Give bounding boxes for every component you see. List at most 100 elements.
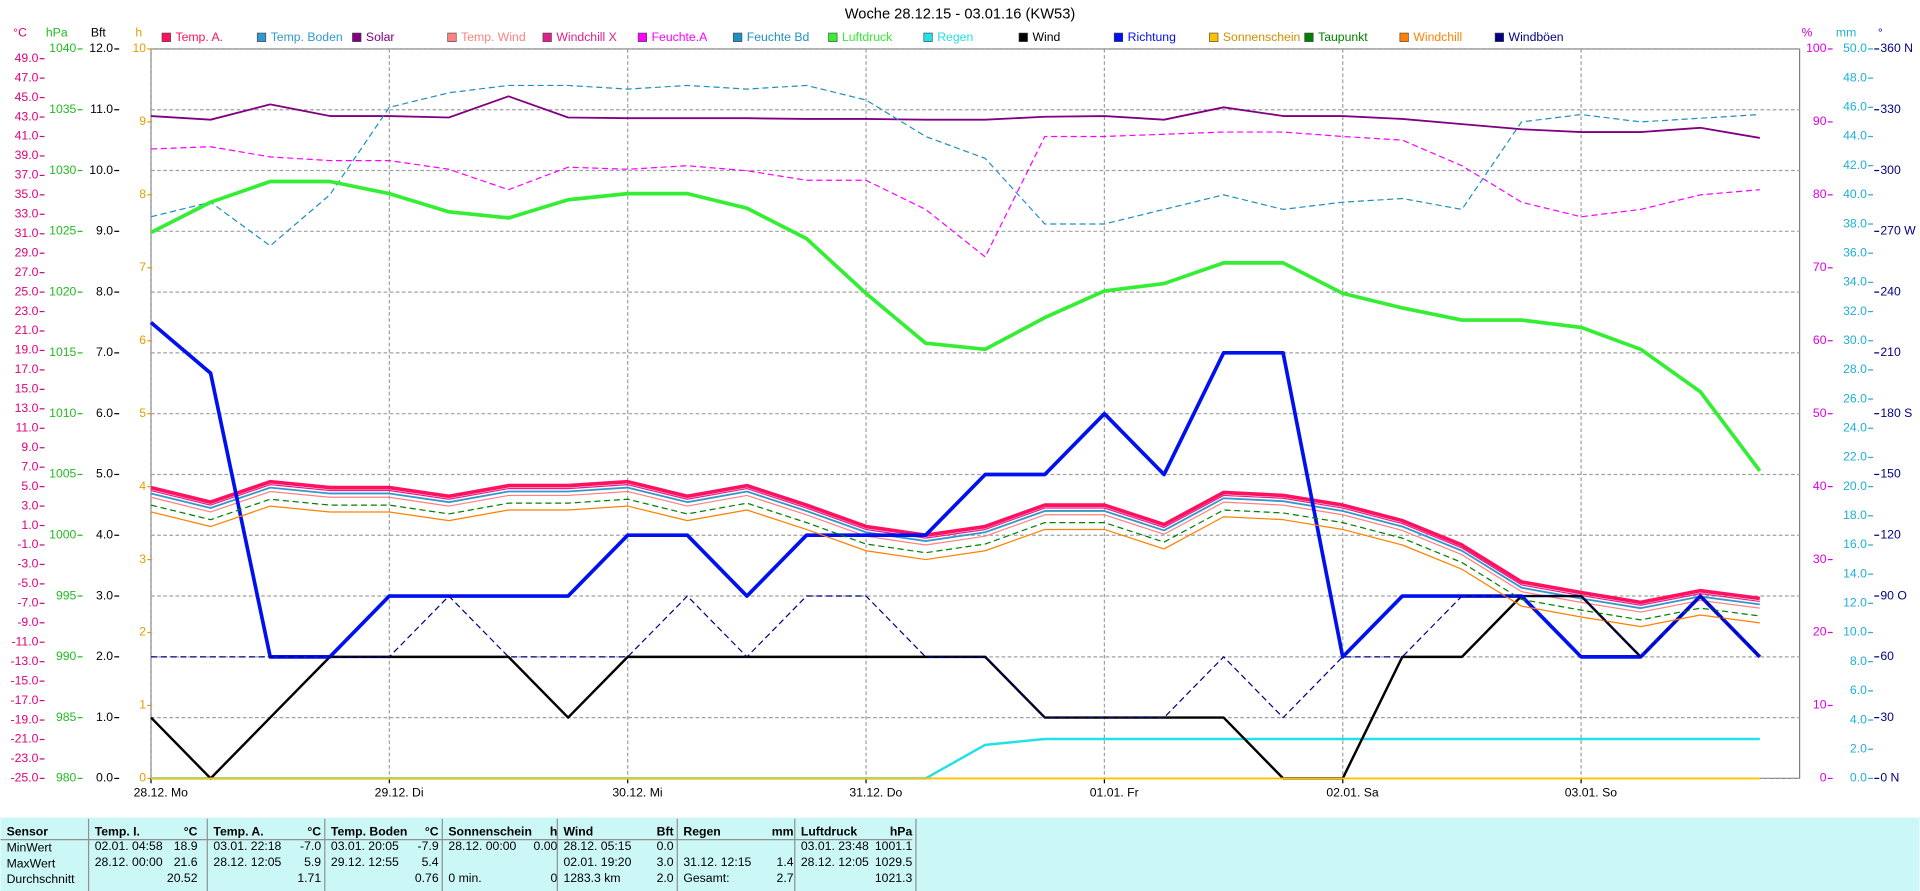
y-tick-label: 995: [56, 588, 77, 602]
y-tick-label: 360 N: [1880, 41, 1913, 55]
y-tick-label: 0: [139, 771, 146, 785]
x-tick-label: 02.01. Sa: [1326, 785, 1379, 799]
cell-value: 18.9: [174, 839, 198, 853]
y-tick-label: 9.0: [21, 440, 38, 454]
y-tick-label: 270 W: [1880, 224, 1916, 238]
y-tick-label: 150: [1880, 467, 1901, 481]
y-tick-label: -3.0: [17, 557, 38, 571]
x-tick-label: 28.12. Mo: [134, 785, 189, 799]
cell-value: 1.4: [777, 855, 794, 869]
legend-swatch: [923, 32, 933, 42]
y-tick-label: 6: [139, 333, 146, 347]
y-tick-label: 34.0: [1843, 275, 1867, 289]
y-tick-label: 11.0: [16, 421, 39, 435]
y-tick-label: 18.0: [1843, 508, 1867, 522]
cell-value: 5.9: [304, 855, 321, 869]
y-tick-label: 47.0: [15, 70, 39, 84]
y-tick-label: 100: [1806, 41, 1827, 55]
y-tick-label: 985: [56, 710, 77, 724]
legend-label: Feuchte.A: [652, 30, 709, 44]
y-tick-label: 14.0: [1843, 566, 1867, 580]
cell-text: Gesamt:: [683, 871, 729, 885]
y-tick-label: 40: [1813, 479, 1827, 493]
y-tick-label: 6.0: [96, 406, 113, 420]
y-tick-label: -19.0: [11, 712, 39, 726]
legend-label: Sonnenschein: [1223, 30, 1300, 44]
y-tick-label: 1040: [49, 41, 76, 55]
series-line: [150, 95, 1760, 139]
x-tick-label: 31.12. Do: [849, 785, 902, 799]
cell-time: 28.12. 12:05: [213, 855, 281, 869]
legend-label: Windchill: [1413, 30, 1462, 44]
col-header: Wind: [563, 824, 593, 838]
cell-value: 3.0: [657, 855, 674, 869]
cell-value: 21.6: [174, 855, 198, 869]
y-tick-label: 4: [139, 479, 146, 493]
y-tick-label: -1.0: [17, 537, 38, 551]
col-unit: h: [550, 824, 557, 838]
axis-label: Bft: [91, 25, 107, 39]
y-tick-label: 120: [1880, 527, 1901, 541]
cell-value: 0.76: [415, 871, 439, 885]
y-tick-label: 38.0: [1843, 216, 1867, 230]
legend-swatch: [542, 32, 552, 42]
col-unit: mm: [772, 824, 794, 838]
cell-value: 2.7: [777, 871, 794, 885]
cell-time: 02.01. 19:20: [563, 855, 631, 869]
y-tick-label: 60: [1880, 649, 1894, 663]
axis-label: hPa: [46, 25, 68, 39]
y-tick-label: 10: [1813, 698, 1827, 712]
legend-swatch: [161, 32, 171, 42]
cell-time: 03.01. 23:48: [801, 839, 869, 853]
legend-swatch: [1018, 32, 1028, 42]
y-tick-label: 23.0: [15, 304, 39, 318]
axis-label: mm: [1836, 25, 1856, 39]
legend-label: Windböen: [1509, 30, 1564, 44]
cell-time: 02.01. 04:58: [95, 839, 163, 853]
legend-swatch: [1494, 32, 1504, 42]
y-tick-label: -5.0: [17, 576, 38, 590]
col-header: Temp. I.: [95, 824, 140, 838]
y-tick-label: 90 O: [1880, 588, 1907, 602]
y-tick-label: -13.0: [11, 654, 39, 668]
y-tick-label: 12.0: [89, 41, 113, 55]
col-header: Luftdruck: [801, 824, 858, 838]
y-tick-label: 48.0: [1843, 70, 1867, 84]
y-tick-label: 17.0: [15, 362, 39, 376]
legend-label: Taupunkt: [1318, 30, 1368, 44]
y-tick-label: -15.0: [11, 673, 39, 687]
y-tick-label: 7.0: [21, 459, 38, 473]
y-tick-label: 8: [139, 187, 146, 201]
y-tick-label: 21.0: [15, 323, 39, 337]
y-tick-label: 6.0: [1850, 683, 1867, 697]
y-tick-label: -23.0: [11, 751, 39, 765]
stats-panel: [0, 817, 1920, 891]
cell-value: 0.00: [534, 839, 558, 853]
y-tick-label: 36.0: [1843, 245, 1867, 259]
y-tick-label: 26.0: [1843, 391, 1867, 405]
y-tick-label: -11.0: [11, 634, 38, 648]
cell-value: 0: [551, 871, 558, 885]
y-tick-label: 11.0: [90, 102, 113, 116]
y-tick-label: 1010: [49, 406, 76, 420]
legend-label: Wind: [1032, 30, 1060, 44]
legend-swatch: [1304, 32, 1314, 42]
row-label: MaxWert: [7, 856, 56, 870]
y-tick-label: 29.0: [15, 245, 39, 259]
legend-swatch: [1209, 32, 1219, 42]
cell-value: 20.52: [167, 871, 198, 885]
y-tick-label: 43.0: [15, 109, 39, 123]
y-tick-label: 1015: [49, 345, 76, 359]
legend-label: Windchill X: [556, 30, 616, 44]
y-tick-label: 980: [56, 771, 77, 785]
col-header: Sonnenschein: [448, 824, 532, 838]
y-tick-label: 990: [56, 649, 77, 663]
cell-time: 28.12. 05:15: [563, 839, 631, 853]
x-tick-label: 03.01. So: [1565, 785, 1618, 799]
series-line: [150, 179, 1762, 472]
y-tick-label: 41.0: [15, 129, 39, 143]
legend-label: Temp. Boden: [271, 30, 343, 44]
cell-time: 29.12. 12:55: [331, 855, 399, 869]
y-tick-label: 3: [139, 552, 146, 566]
